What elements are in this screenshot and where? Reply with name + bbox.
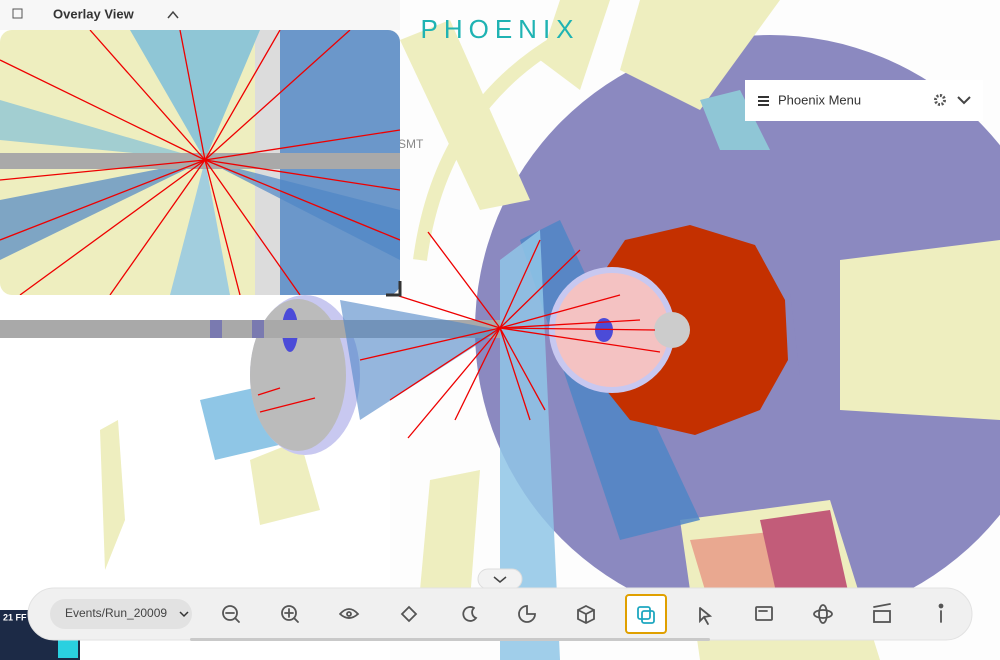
cone [340,300,500,420]
overlay-panel: Overlay View [0,0,402,297]
animate[interactable] [873,603,891,623]
object-select[interactable] [699,607,713,625]
resize-handle[interactable] [386,281,402,297]
toggle-toolbar[interactable] [477,568,523,590]
overlay-toggle[interactable] [625,594,667,634]
collapse-button[interactable] [167,10,179,19]
clipping[interactable] [518,605,536,623]
geometry[interactable] [577,604,595,625]
info-panel[interactable] [755,606,773,621]
event-select[interactable] [50,599,192,629]
scrollbar [190,638,710,641]
auto-rotate[interactable] [400,605,418,623]
overlay-icon [12,8,23,19]
detector-label: SMT [398,137,424,151]
event-data[interactable] [813,604,833,624]
menu-title: Phoenix Menu [778,92,861,107]
overlay-view [0,30,400,295]
event-select-text: Events/Run_20009 [65,606,167,620]
logo: PHOENIX [420,14,579,44]
overlay-icon-btn [637,606,655,624]
toolbar: Events/Run_20009 [27,587,973,641]
view-toggle[interactable] [339,608,360,619]
corner-label: 21 FF [3,612,27,622]
overlay-title: Overlay View [53,6,135,21]
zoom-out[interactable] [222,605,240,623]
dark-theme[interactable] [462,606,478,622]
zoom-in[interactable] [281,605,299,623]
phoenix-menu[interactable]: Phoenix Menu [745,80,983,121]
tracks [257,231,661,439]
about[interactable] [938,603,944,623]
